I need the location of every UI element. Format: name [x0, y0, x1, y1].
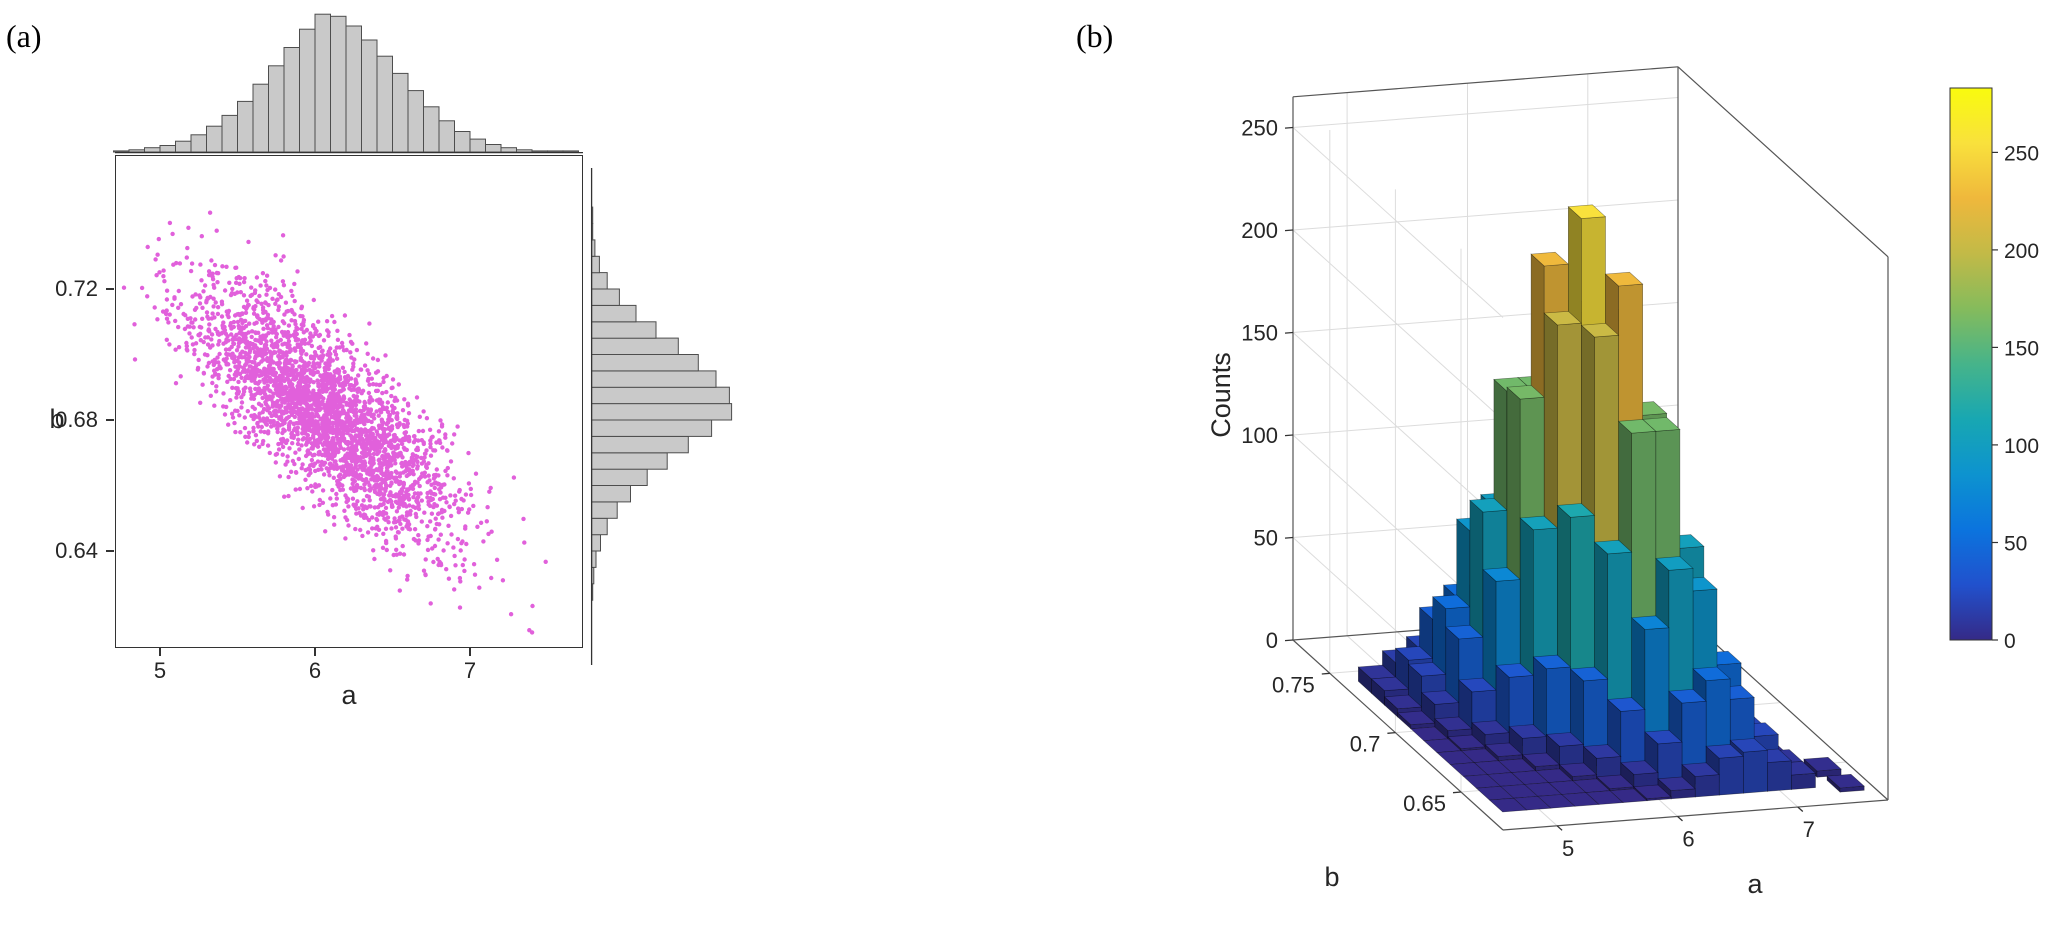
y-tick-label: 0.72 [55, 276, 98, 301]
x-tick-label: 5 [153, 658, 167, 683]
z-tick-label: 100 [1241, 423, 1278, 448]
y-tick-label: 0.64 [55, 538, 98, 563]
colorbar-tick-label: 50 [2004, 533, 2027, 556]
a-tick-label: 7 [1803, 817, 1815, 842]
x-tick-label: 7 [463, 658, 477, 683]
colorbar-tick-label: 250 [2004, 142, 2039, 165]
y-tick-mark [106, 550, 114, 552]
marginal-histogram-b [590, 168, 733, 665]
hist3d-drawing: 5 6 7 0.65 0.7 0.75 0 50 100 150 200 250 0 50 100 150 20… [1241, 66, 2039, 861]
z-tick-label: 0 [1266, 628, 1278, 653]
colorbar [1949, 87, 1993, 641]
z-tick-label: 150 [1241, 321, 1278, 346]
colorbar-tick-label: 100 [2004, 435, 2039, 458]
x-axis-label-a: a [341, 680, 357, 710]
colorbar-tick-label: 150 [2004, 337, 2039, 360]
y-tick-label: 0.68 [55, 407, 98, 432]
x-tick-mark [159, 648, 161, 656]
x-tick-label: 6 [308, 658, 322, 683]
y-tick-mark [106, 419, 114, 421]
colorbar-tick-label: 0 [2004, 630, 2016, 653]
x-axis-label-a-3d: a [1747, 869, 1763, 899]
a-tick-label: 6 [1682, 826, 1694, 851]
panel-b-label: (b) [1076, 18, 1114, 54]
z-axis-label-counts: Counts [1206, 352, 1236, 438]
y-tick-mark [106, 288, 114, 290]
b-tick-label: 0.7 [1350, 732, 1381, 757]
z-tick-label: 50 [1254, 526, 1278, 551]
marginal-histogram-a [113, 13, 583, 154]
z-tick-label: 250 [1241, 116, 1278, 141]
a-tick-label: 5 [1562, 836, 1574, 861]
panel-a-label: (a) [6, 18, 42, 54]
x-tick-mark [314, 648, 316, 656]
hist3d-canvas: 5 6 7 0.65 0.7 0.75 0 50 100 150 200 250 0 50 100 150 20… [1206, 66, 2039, 899]
y-axis-label-b: b [49, 404, 65, 434]
y-axis-label-b-3d: b [1324, 862, 1339, 892]
z-tick-label: 200 [1241, 218, 1278, 243]
scatter-points [121, 210, 548, 635]
b-tick-label: 0.75 [1272, 672, 1315, 697]
x-tick-mark [469, 648, 471, 656]
scatter-canvas [115, 155, 583, 648]
b-tick-label: 0.65 [1403, 791, 1446, 816]
colorbar-tick-label: 200 [2004, 240, 2039, 263]
